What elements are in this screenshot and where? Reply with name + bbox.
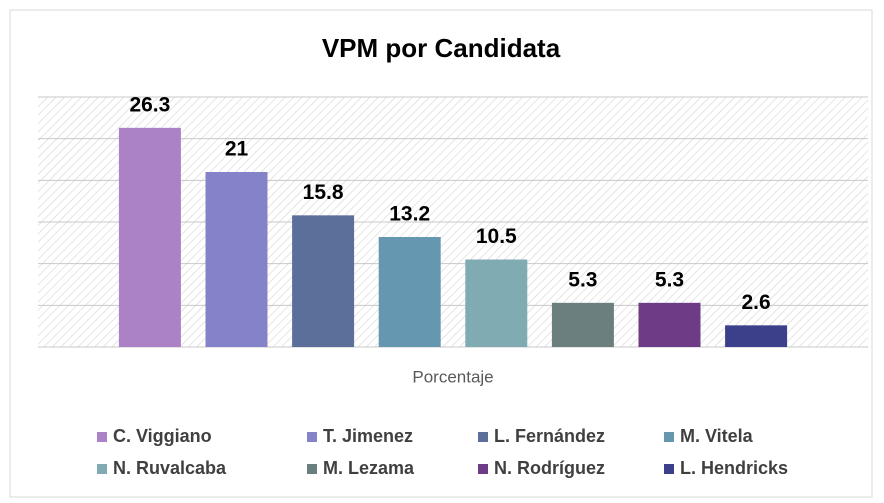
legend-swatch xyxy=(664,464,674,474)
bar xyxy=(118,127,181,347)
bar xyxy=(638,302,701,347)
legend-swatch xyxy=(97,432,107,442)
data-label: 10.5 xyxy=(476,225,517,248)
data-label: 5.3 xyxy=(568,268,597,291)
bar xyxy=(725,325,788,347)
legend-swatch xyxy=(478,432,488,442)
data-label: 26.3 xyxy=(129,93,170,116)
legend-swatch xyxy=(307,432,317,442)
legend-label: M. Lezama xyxy=(323,458,415,478)
bar xyxy=(378,237,441,347)
legend-label: N. Rodríguez xyxy=(494,458,605,478)
bar xyxy=(551,302,614,347)
data-label: 15.8 xyxy=(303,181,344,204)
legend-swatch xyxy=(97,464,107,474)
bar xyxy=(205,172,268,347)
bar xyxy=(292,215,355,347)
legend-label: T. Jimenez xyxy=(323,426,413,446)
legend-swatch xyxy=(478,464,488,474)
bar xyxy=(465,259,528,347)
data-label: 2.6 xyxy=(741,291,770,314)
x-tick-label: Porcentaje xyxy=(412,367,493,386)
legend-swatch xyxy=(664,432,674,442)
legend-label: L. Hendricks xyxy=(680,458,788,478)
legend-label: M. Vitela xyxy=(680,426,754,446)
legend-swatch xyxy=(307,464,317,474)
chart-title: VPM por Candidata xyxy=(322,33,561,63)
legend-label: L. Fernández xyxy=(494,426,605,446)
data-label: 13.2 xyxy=(389,203,430,226)
legend-label: C. Viggiano xyxy=(113,426,212,446)
data-label: 5.3 xyxy=(655,268,684,291)
data-label: 21 xyxy=(225,138,249,161)
legend-label: N. Ruvalcaba xyxy=(113,458,227,478)
